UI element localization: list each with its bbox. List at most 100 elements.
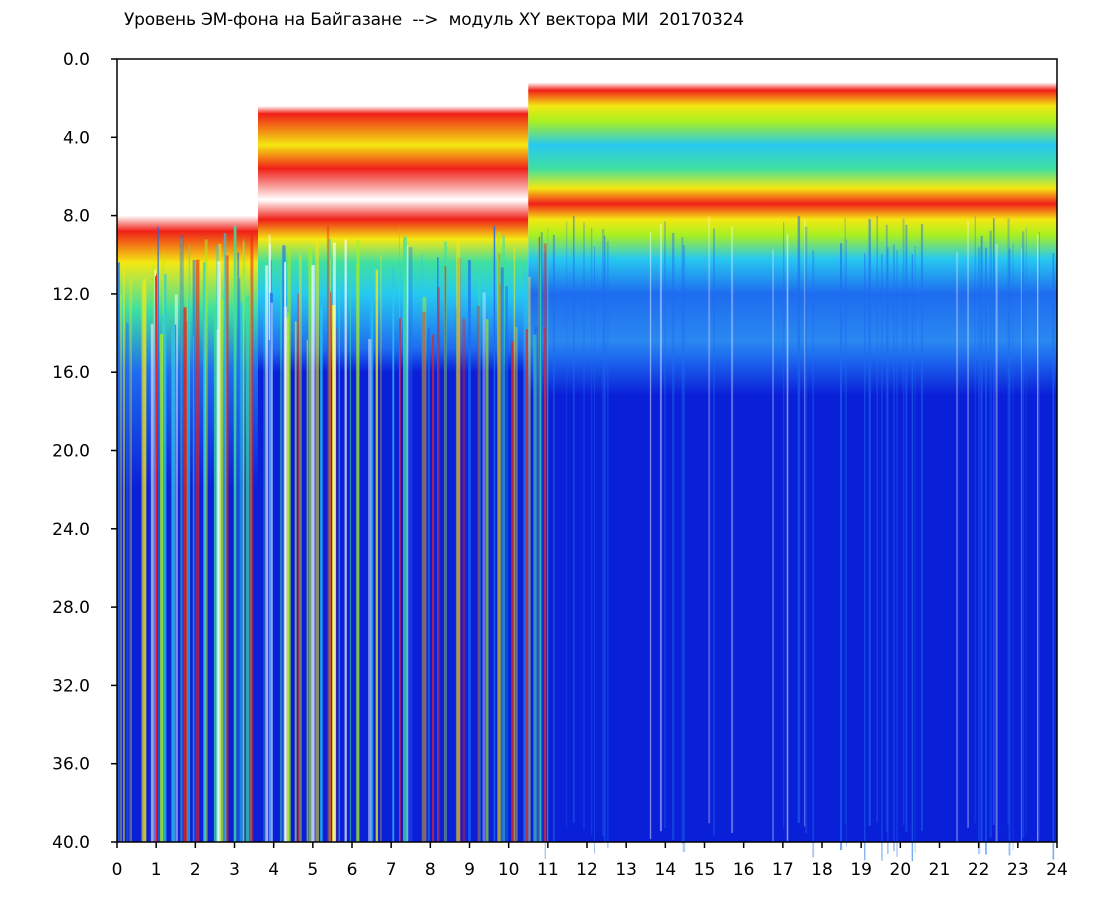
streak <box>355 263 357 842</box>
streak <box>538 254 542 843</box>
y-tick-label: 20.0 <box>52 442 90 462</box>
streak <box>311 265 315 843</box>
streak <box>493 225 496 843</box>
x-tick-label: 0 <box>112 860 123 880</box>
streak <box>141 283 144 843</box>
streak <box>368 339 372 842</box>
streak <box>186 294 188 843</box>
streak <box>476 306 481 842</box>
streak <box>157 226 159 842</box>
y-tick-label: 8.0 <box>63 207 90 227</box>
streak <box>203 262 206 842</box>
x-tick-label: 20 <box>890 860 912 880</box>
x-axis: 0 1 2 3 4 5 6 7 8 9 10 11 12 13 14 15 16 17 18 19 20 21 22 23 24 <box>112 842 1068 880</box>
streak <box>602 229 605 837</box>
streak <box>911 254 914 862</box>
streak <box>282 245 286 842</box>
streak <box>268 340 271 842</box>
streak <box>180 238 183 842</box>
streak <box>422 296 427 842</box>
streak <box>505 285 508 843</box>
streak <box>708 216 711 824</box>
x-tick-label: 7 <box>386 860 397 880</box>
y-tick-label: 36.0 <box>52 755 90 775</box>
streak <box>117 262 120 842</box>
plot-area <box>117 59 1057 862</box>
streak <box>797 216 801 824</box>
streak <box>186 321 188 842</box>
streak <box>511 341 514 842</box>
streak <box>294 321 297 843</box>
streak <box>772 249 774 856</box>
streak <box>120 294 123 842</box>
streak <box>392 267 395 843</box>
streak <box>985 247 987 855</box>
streak <box>462 318 466 843</box>
streak <box>444 265 447 843</box>
streak <box>515 326 518 842</box>
streak <box>326 225 330 842</box>
streak <box>192 260 196 842</box>
streak <box>399 318 401 842</box>
streak <box>663 221 666 829</box>
streak <box>525 329 528 843</box>
heatmap-streaks <box>117 215 1055 862</box>
y-tick-label: 28.0 <box>52 598 90 618</box>
streak <box>499 254 502 842</box>
streak <box>369 283 373 842</box>
streak <box>270 302 273 842</box>
streak <box>1022 231 1025 839</box>
streak <box>126 322 129 842</box>
y-tick-label: 40.0 <box>52 833 90 853</box>
streak <box>171 325 176 843</box>
streak <box>572 216 575 823</box>
streak <box>902 218 905 826</box>
streak <box>974 216 976 824</box>
streak <box>845 239 847 847</box>
streak <box>590 227 593 835</box>
streak <box>649 232 652 840</box>
streak <box>995 243 998 851</box>
x-tick-label: 19 <box>850 860 872 880</box>
streak <box>265 265 268 842</box>
y-axis: 0.0 4.0 8.0 12.0 16.0 20.0 24.0 28.0 32.0 36.0 40.… <box>52 50 117 853</box>
y-tick-label: 4.0 <box>63 128 90 148</box>
streak <box>876 215 878 823</box>
streak <box>1007 218 1010 826</box>
streak <box>478 276 481 842</box>
streak <box>280 286 283 843</box>
x-tick-label: 14 <box>655 860 677 880</box>
streak <box>223 233 227 842</box>
streak <box>881 253 883 861</box>
x-tick-label: 10 <box>498 860 520 880</box>
streak <box>583 222 585 830</box>
streak <box>538 236 540 842</box>
streak <box>497 231 501 843</box>
streak <box>606 241 609 849</box>
streak <box>594 246 596 854</box>
y-tick-label: 24.0 <box>52 520 90 540</box>
streak <box>672 232 675 840</box>
streak <box>298 255 302 842</box>
x-tick-label: 2 <box>190 860 201 880</box>
streak <box>803 219 806 827</box>
chart-title: Уровень ЭМ-фона на Байгазане --> модуль … <box>124 10 744 30</box>
streak <box>989 230 992 838</box>
x-tick-label: 22 <box>968 860 990 880</box>
streak <box>375 269 378 842</box>
streak <box>528 276 531 843</box>
y-tick-label: 0.0 <box>63 50 90 70</box>
streak <box>604 235 606 843</box>
streak <box>306 339 308 842</box>
streak <box>977 247 981 855</box>
streak <box>896 250 898 857</box>
x-tick-label: 5 <box>307 860 318 880</box>
streak <box>887 247 889 854</box>
y-tick-label: 32.0 <box>52 676 90 696</box>
x-tick-label: 11 <box>537 860 559 880</box>
streak <box>914 245 916 853</box>
streak <box>183 307 187 843</box>
streak <box>868 219 871 826</box>
x-tick-label: 4 <box>268 860 279 880</box>
